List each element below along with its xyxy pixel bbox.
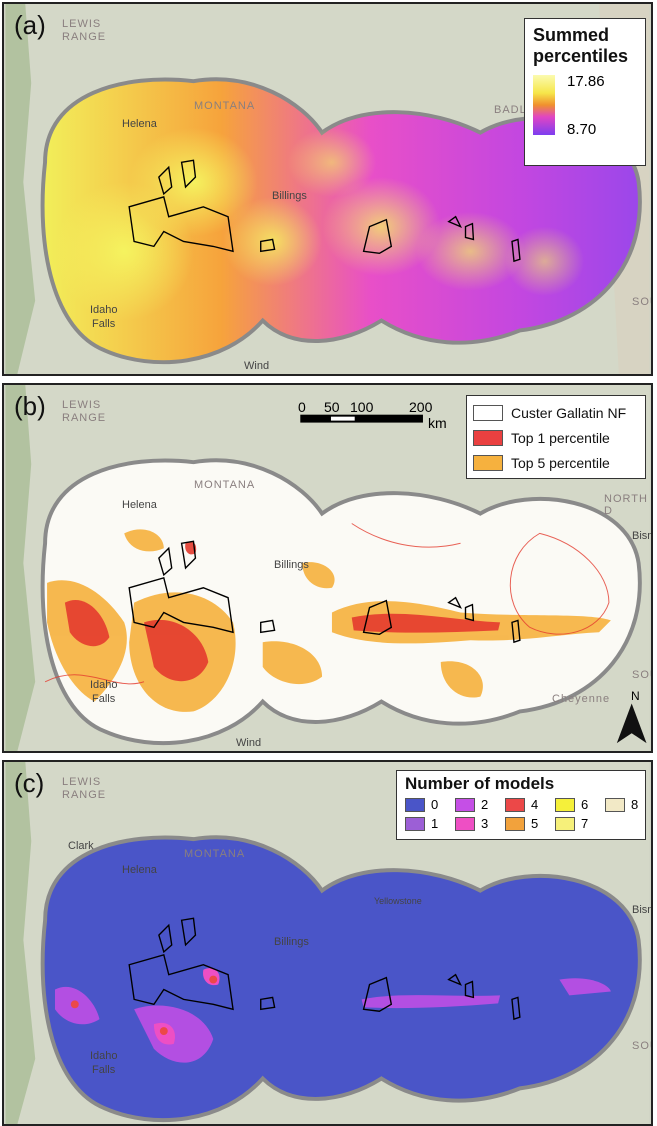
place-billings-b: Billings: [274, 559, 309, 571]
place-montana-b: MONTANA: [194, 479, 256, 491]
place-range-c: RANGE: [62, 789, 107, 801]
swatch-top5: [473, 454, 503, 471]
place-lewis-b: LEWIS: [62, 399, 102, 411]
models-legend-grid: 0 2 4 6 8 1 3 5 7: [405, 797, 638, 831]
place-helena-b: Helena: [122, 499, 157, 511]
summed-percentiles-legend: Summed percentiles 17.86 8.70: [524, 18, 646, 166]
place-north-d-b: NORTH D: [604, 493, 648, 517]
models-class-1: 1: [405, 816, 455, 831]
class-label-0: 0: [431, 797, 439, 812]
place-idaho-b: Idaho: [90, 679, 118, 691]
swatch-7: [555, 816, 575, 831]
north-label: N: [631, 689, 640, 703]
legend-item-top1: Top 1 percentile: [473, 425, 639, 450]
models-legend-title: Number of models: [405, 774, 555, 793]
place-sou-c: SOU: [632, 1040, 651, 1052]
custer-gallatin-boundaries-a: [128, 159, 521, 263]
class-label-7: 7: [581, 816, 589, 831]
panel-a-summed-percentiles: (a) LEWIS RANGE MONTANA BADLANDS Helena …: [2, 2, 653, 376]
custer-gallatin-boundaries-c: [128, 917, 521, 1021]
place-bism-c: Bism: [632, 904, 651, 916]
colorbar: [533, 75, 555, 135]
legend-title-line2: percentiles: [533, 46, 629, 66]
custer-gallatin-boundaries-b: [128, 540, 521, 644]
place-falls-b: Falls: [92, 693, 116, 705]
models-class-3: 3: [455, 816, 505, 831]
place-falls-a: Falls: [92, 318, 116, 330]
place-range-b: RANGE: [62, 412, 107, 424]
percentile-legend: Custer Gallatin NF Top 1 percentile Top …: [466, 395, 646, 479]
class-label-1: 1: [431, 816, 439, 831]
scale-tick-0: 0: [298, 399, 306, 415]
scale-tick-200: 200: [409, 399, 433, 415]
swatch-custer: [473, 404, 503, 421]
place-montana-c: MONTANA: [184, 848, 246, 860]
place-billings-c: Billings: [274, 936, 309, 948]
swatch-6: [555, 797, 575, 812]
place-cheyenne-b: Cheyenne: [552, 693, 611, 705]
place-bism-b: Bism: [632, 530, 651, 542]
legend-label-top5: Top 5 percentile: [511, 454, 610, 471]
place-helena-c: Helena: [122, 864, 157, 876]
place-sou-b: SOU: [632, 669, 651, 681]
models-class-2: 2: [455, 797, 505, 812]
panel-c-number-of-models: (c) LEWIS RANGE Clark MONTANA Helena Bil…: [2, 760, 653, 1126]
legend-item-custer: Custer Gallatin NF: [473, 400, 639, 425]
legend-label-custer: Custer Gallatin NF: [511, 404, 627, 421]
place-idaho-a: Idaho: [90, 304, 118, 316]
model-areas-high: [70, 975, 218, 1035]
place-lewis-a: LEWIS: [62, 18, 102, 30]
swatch-2: [455, 797, 475, 812]
legend-max: 17.86: [567, 73, 605, 90]
place-wind-a: Wind: [244, 360, 270, 372]
class-label-3: 3: [481, 816, 489, 831]
panel-b-top-percentiles: (b) LEWIS RANGE MONTANA BADLANDS NORTH D…: [2, 383, 653, 753]
legend-title-line1: Summed: [533, 25, 610, 45]
swatch-5: [505, 816, 525, 831]
class-label-6: 6: [581, 797, 589, 812]
models-class-0: 0: [405, 797, 455, 812]
class-label-2: 2: [481, 797, 489, 812]
place-wind-b: Wind: [236, 737, 262, 749]
class-label-4: 4: [531, 797, 539, 812]
class-label-8: 8: [631, 797, 639, 812]
scale-unit: km: [428, 415, 447, 431]
swatch-1: [405, 816, 425, 831]
north-arrow: [616, 703, 647, 744]
extent-c: [40, 835, 642, 1123]
top1-areas: [64, 541, 501, 682]
place-helena-a: Helena: [122, 118, 157, 130]
place-billings-a: Billings: [272, 190, 307, 202]
number-of-models-legend: Number of models 0 2 4 6 8 1 3 5 7: [396, 770, 646, 840]
place-clark-c: Clark: [68, 840, 94, 852]
place-sou-a: SOU: [632, 296, 651, 308]
swatch-4: [505, 797, 525, 812]
models-class-5: 5: [505, 816, 555, 831]
place-falls-c: Falls: [92, 1064, 116, 1076]
swatch-0: [405, 797, 425, 812]
place-yellowstone-c: Yellowstone: [374, 896, 422, 906]
panel-a-label: (a): [14, 10, 46, 40]
scale-tick-100: 100: [350, 399, 374, 415]
models-class-4: 4: [505, 797, 555, 812]
scale-bar: [300, 414, 423, 423]
models-class-6: 6: [555, 797, 605, 812]
swatch-3: [455, 816, 475, 831]
class-label-5: 5: [531, 816, 539, 831]
models-class-7: 7: [555, 816, 605, 831]
legend-item-top5: Top 5 percentile: [473, 450, 639, 475]
models-class-8: 8: [605, 797, 651, 812]
swatch-top1: [473, 429, 503, 446]
place-idaho-c: Idaho: [90, 1050, 118, 1062]
place-montana-a: MONTANA: [194, 100, 256, 112]
place-lewis-c: LEWIS: [62, 776, 102, 788]
legend-min: 8.70: [567, 121, 597, 138]
swatch-8: [605, 797, 625, 812]
place-range-a: RANGE: [62, 31, 107, 43]
legend-label-top1: Top 1 percentile: [511, 429, 610, 446]
panel-b-label: (b): [14, 391, 46, 421]
panel-c-label: (c): [14, 768, 45, 798]
scale-tick-50: 50: [324, 399, 340, 415]
